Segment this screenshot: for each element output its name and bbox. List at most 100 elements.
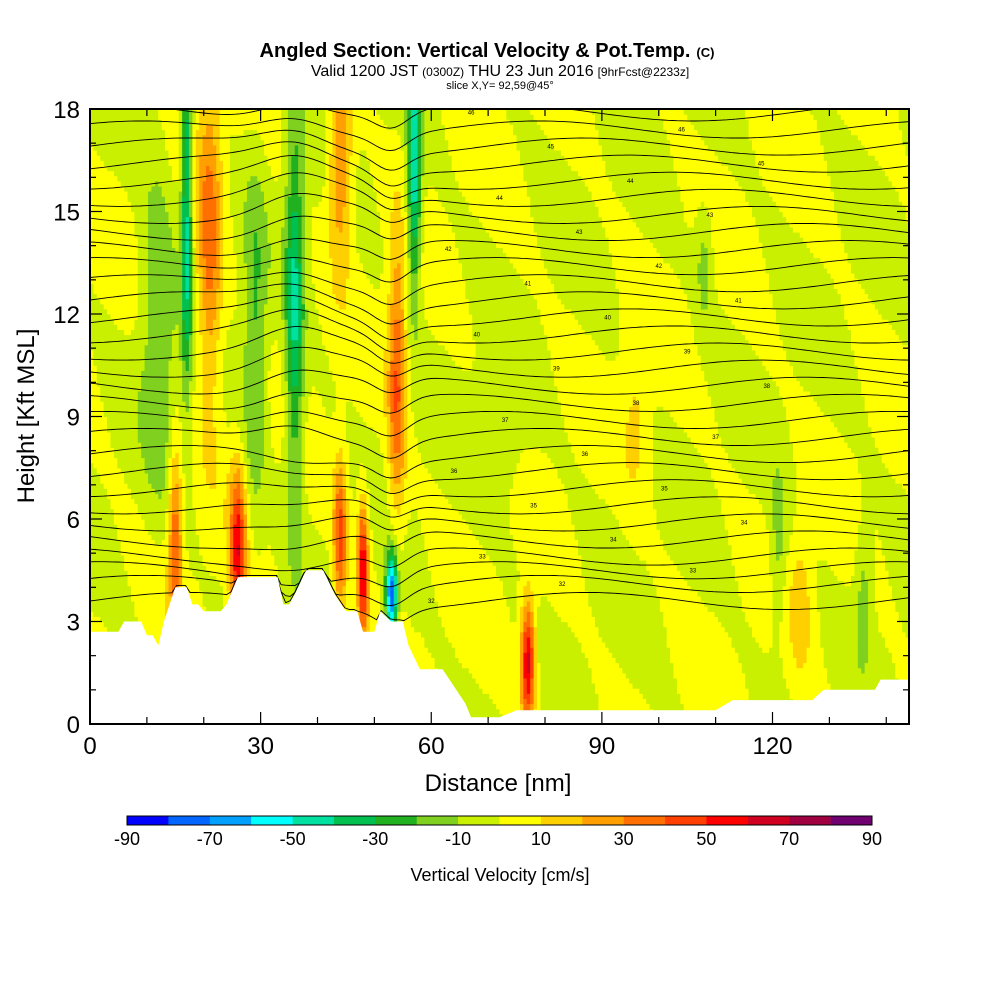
velocity-cell bbox=[90, 206, 95, 213]
velocity-cell bbox=[168, 447, 173, 453]
velocity-cell bbox=[216, 437, 221, 443]
velocity-cell bbox=[141, 370, 146, 377]
velocity-cell bbox=[134, 544, 139, 551]
velocity-cell bbox=[212, 185, 217, 192]
velocity-cell bbox=[158, 452, 163, 459]
velocity-cell bbox=[124, 375, 129, 382]
velocity-cell bbox=[171, 539, 176, 546]
velocity-cell bbox=[117, 601, 122, 607]
velocity-cell bbox=[202, 129, 207, 136]
velocity-cell bbox=[96, 390, 101, 397]
velocity-cell bbox=[212, 314, 217, 320]
velocity-cell bbox=[206, 401, 211, 407]
velocity-cell bbox=[171, 585, 176, 592]
velocity-cell bbox=[192, 370, 197, 377]
velocity-cell bbox=[165, 513, 170, 520]
velocity-cell bbox=[175, 401, 180, 407]
velocity-cell bbox=[151, 278, 156, 284]
velocity-cell bbox=[182, 375, 187, 382]
velocity-cell bbox=[161, 165, 166, 172]
velocity-cell bbox=[192, 565, 197, 571]
velocity-cell bbox=[120, 201, 125, 207]
velocity-cell bbox=[127, 252, 132, 259]
velocity-cell bbox=[206, 221, 211, 228]
velocity-cell bbox=[229, 390, 234, 397]
velocity-cell bbox=[148, 298, 153, 305]
velocity-cell bbox=[120, 498, 125, 505]
velocity-cell bbox=[144, 416, 149, 423]
velocity-cell bbox=[209, 201, 214, 207]
velocity-cell bbox=[161, 267, 166, 274]
velocity-cell bbox=[171, 349, 176, 356]
velocity-cell bbox=[165, 570, 170, 576]
velocity-cell bbox=[124, 437, 129, 443]
velocity-cell bbox=[117, 493, 122, 500]
velocity-cell bbox=[192, 524, 197, 530]
velocity-cell bbox=[158, 437, 163, 443]
velocity-cell bbox=[113, 211, 118, 218]
velocity-cell bbox=[154, 437, 159, 443]
velocity-cell bbox=[171, 534, 176, 541]
velocity-cell bbox=[223, 442, 228, 448]
velocity-cell bbox=[103, 601, 108, 607]
velocity-cell bbox=[110, 298, 115, 305]
velocity-cell bbox=[141, 590, 146, 597]
velocity-cell bbox=[199, 242, 204, 248]
velocity-cell bbox=[107, 303, 112, 310]
velocity-cell bbox=[130, 247, 135, 254]
velocity-cell bbox=[107, 237, 112, 243]
velocity-cell bbox=[182, 549, 187, 556]
velocity-cell bbox=[161, 595, 166, 602]
velocity-cell bbox=[144, 201, 149, 207]
velocity-cell bbox=[161, 549, 166, 556]
velocity-cell bbox=[178, 114, 183, 120]
velocity-cell bbox=[202, 601, 207, 607]
velocity-cell bbox=[175, 447, 180, 453]
velocity-cell bbox=[219, 360, 224, 366]
velocity-cell bbox=[182, 303, 187, 310]
velocity-cell bbox=[219, 221, 224, 228]
velocity-cell bbox=[182, 170, 187, 177]
velocity-cell bbox=[185, 185, 190, 192]
velocity-cell bbox=[110, 191, 115, 197]
velocity-cell bbox=[120, 308, 125, 315]
velocity-cell bbox=[171, 565, 176, 571]
velocity-cell bbox=[202, 196, 207, 202]
velocity-cell bbox=[185, 170, 190, 177]
velocity-cell bbox=[107, 329, 112, 336]
velocity-cell bbox=[141, 442, 146, 448]
velocity-cell bbox=[192, 534, 197, 541]
velocity-cell bbox=[175, 416, 180, 423]
velocity-cell bbox=[148, 488, 153, 494]
velocity-cell bbox=[165, 380, 170, 387]
velocity-cell bbox=[127, 529, 132, 535]
velocity-cell bbox=[110, 134, 115, 141]
velocity-cell bbox=[107, 406, 112, 412]
velocity-cell bbox=[206, 467, 211, 474]
velocity-cell bbox=[151, 462, 156, 469]
velocity-cell bbox=[100, 595, 105, 602]
velocity-cell bbox=[90, 329, 95, 336]
velocity-cell bbox=[100, 129, 105, 136]
velocity-cell bbox=[107, 355, 112, 361]
velocity-cell bbox=[229, 467, 234, 474]
velocity-cell bbox=[144, 144, 149, 151]
velocity-cell bbox=[107, 349, 112, 356]
velocity-cell bbox=[93, 360, 98, 366]
velocity-cell bbox=[137, 324, 142, 330]
velocity-cell bbox=[96, 155, 101, 161]
velocity-cell bbox=[216, 298, 221, 305]
velocity-cell bbox=[202, 339, 207, 346]
velocity-cell bbox=[199, 160, 204, 166]
velocity-cell bbox=[185, 334, 190, 341]
velocity-cell bbox=[103, 560, 108, 566]
velocity-cell bbox=[202, 273, 207, 279]
velocity-cell bbox=[151, 493, 156, 500]
velocity-cell bbox=[161, 585, 166, 592]
velocity-cell bbox=[223, 150, 228, 156]
velocity-cell bbox=[178, 139, 183, 146]
velocity-cell bbox=[154, 160, 159, 166]
velocity-cell bbox=[137, 155, 142, 161]
velocity-cell bbox=[171, 447, 176, 453]
velocity-cell bbox=[165, 401, 170, 407]
